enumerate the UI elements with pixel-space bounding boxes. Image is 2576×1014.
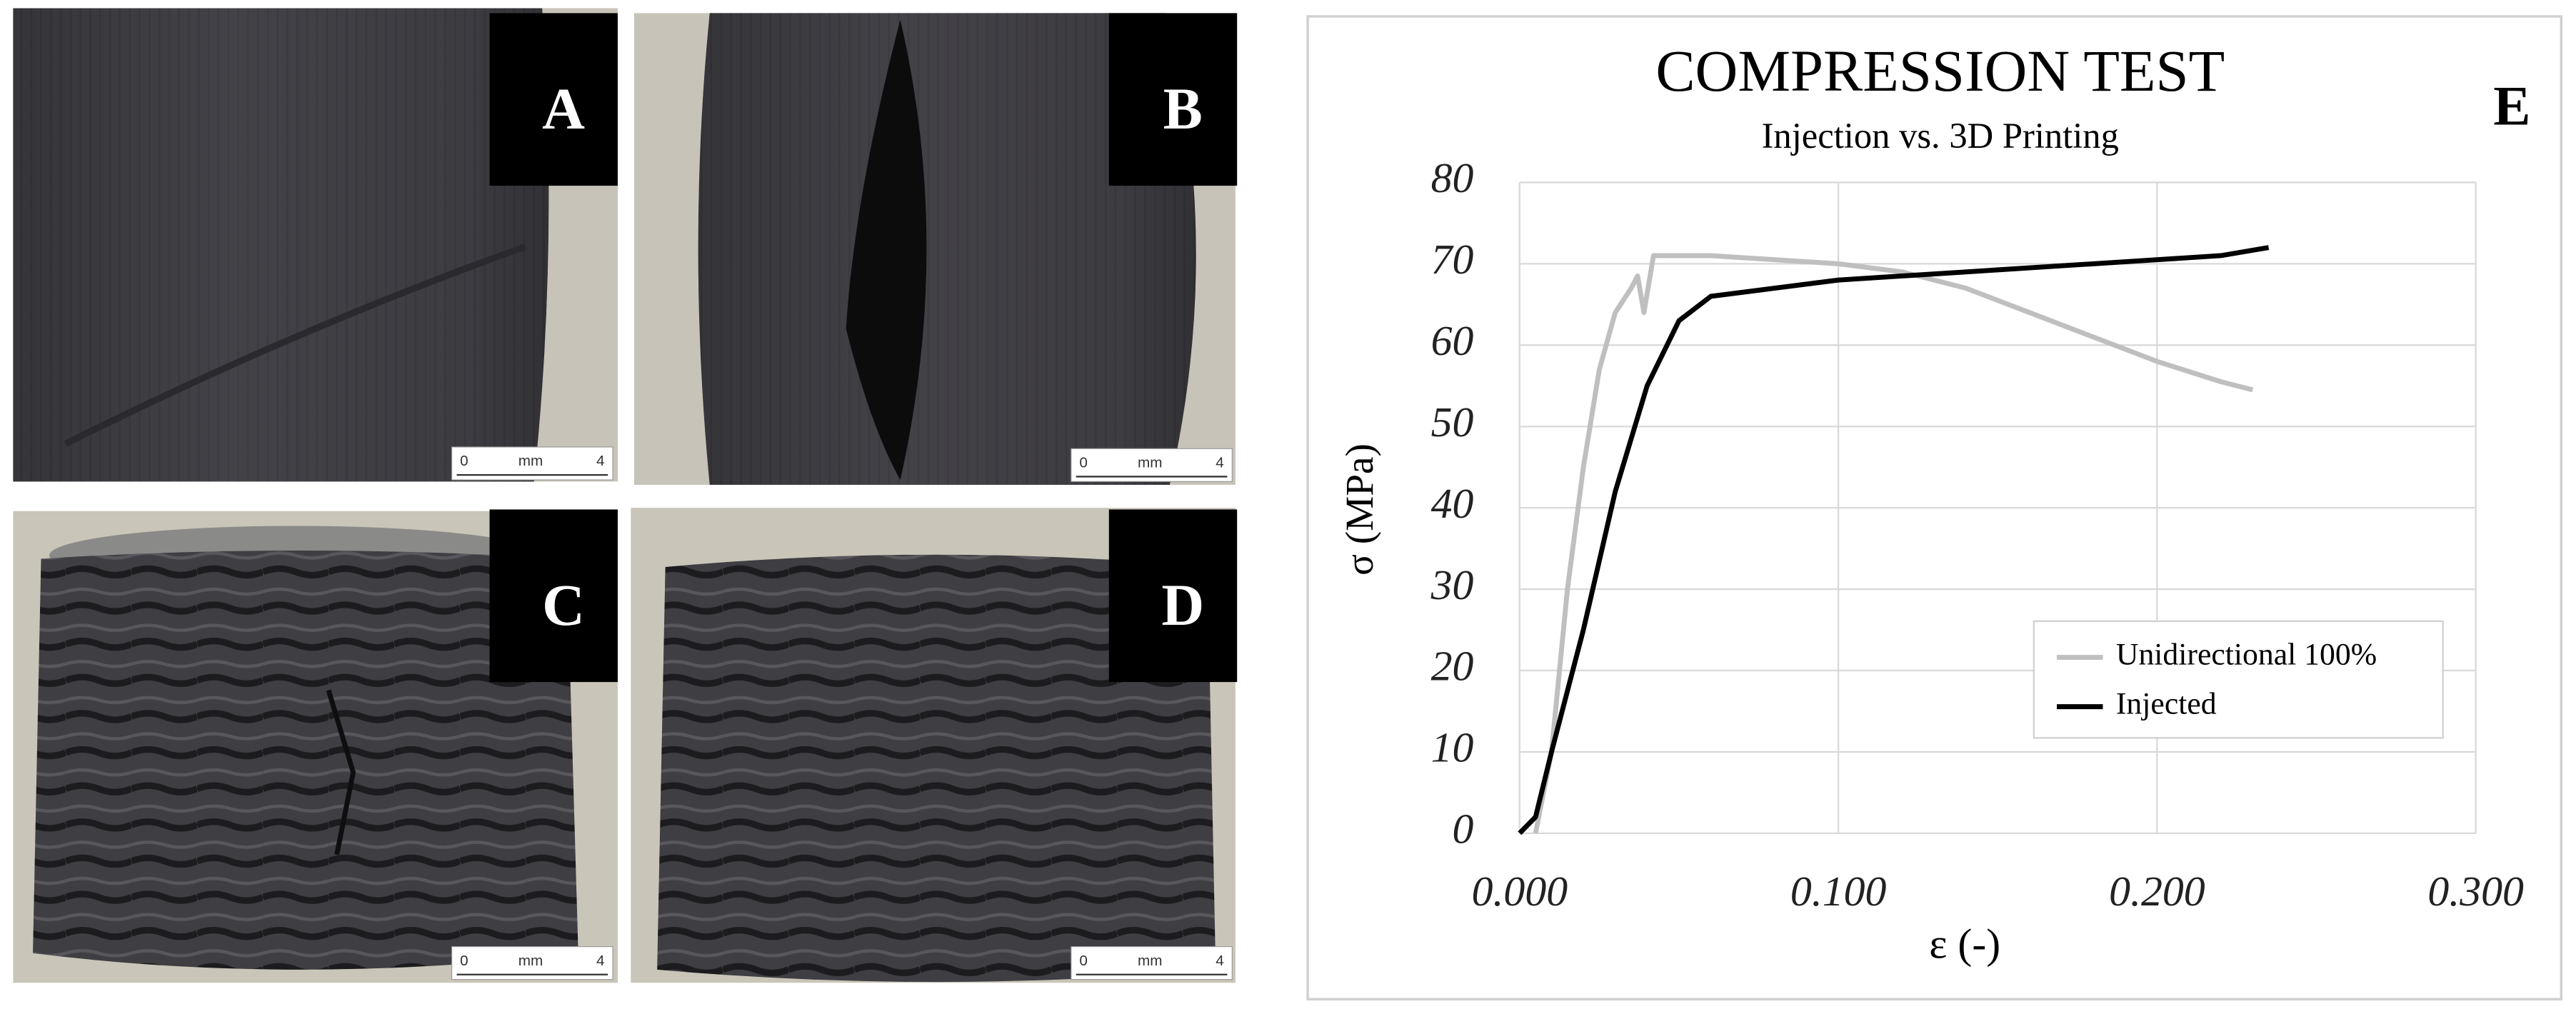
chart-title: COMPRESSION TEST [1655,38,2225,104]
panel-label-box [1108,509,1238,683]
photo-b [633,13,1236,485]
scale-bar-label: 0 [460,453,468,469]
scale-bar-label: mm [1138,454,1162,471]
scale-bar-label: 4 [1216,953,1224,969]
scale-bar-label: mm [518,953,543,969]
y-tick-label: 40 [1431,480,1474,527]
y-tick-label: 10 [1431,724,1474,771]
scale-bar-label: mm [1138,953,1162,969]
series-line [1533,253,2254,834]
legend-box [2033,620,2444,739]
y-tick-label: 0 [1453,805,1474,853]
scale-bar-label: 4 [596,453,605,469]
x-tick-label: 0.000 [1472,868,1568,915]
scale-bar-label: mm [518,453,543,469]
series-line [1518,245,2270,835]
y-tick-label: 60 [1431,317,1474,364]
y-tick-label: 70 [1431,236,1474,283]
panel-label: C [542,572,585,638]
scale-bar-label: 0 [460,953,468,969]
y-tick-label: 20 [1431,643,1474,690]
x-axis-label: ε (-) [1929,920,2000,968]
panel-label: A [542,76,585,141]
photo-c [13,511,618,983]
x-tick-label: 0.200 [2109,868,2205,915]
x-tick-label: 0.100 [1790,868,1887,915]
scale-bar-label: 0 [1079,953,1088,969]
scale-bar-label: 4 [1216,454,1224,471]
y-tick-label: 30 [1430,561,1474,608]
y-axis-label: σ (MPa) [1338,443,1381,576]
legend-label: Unidirectional 100% [2116,638,2377,672]
panel-label-box [1108,13,1238,186]
panel-label: B [1163,76,1203,141]
legend-label: Injected [2116,687,2217,721]
chart-subtitle: Injection vs. 3D Printing [1762,116,2119,156]
scale-bar-label: 4 [596,953,605,969]
panel-label-box [489,509,618,683]
scale-bar-label: 0 [1079,454,1088,471]
panel-label-box [489,13,618,186]
y-tick-label: 80 [1431,154,1474,201]
x-tick-label: 0.300 [2427,868,2524,915]
panel-label: E [2493,74,2530,136]
y-tick-label: 50 [1431,398,1474,446]
panel-label: D [1161,572,1204,638]
